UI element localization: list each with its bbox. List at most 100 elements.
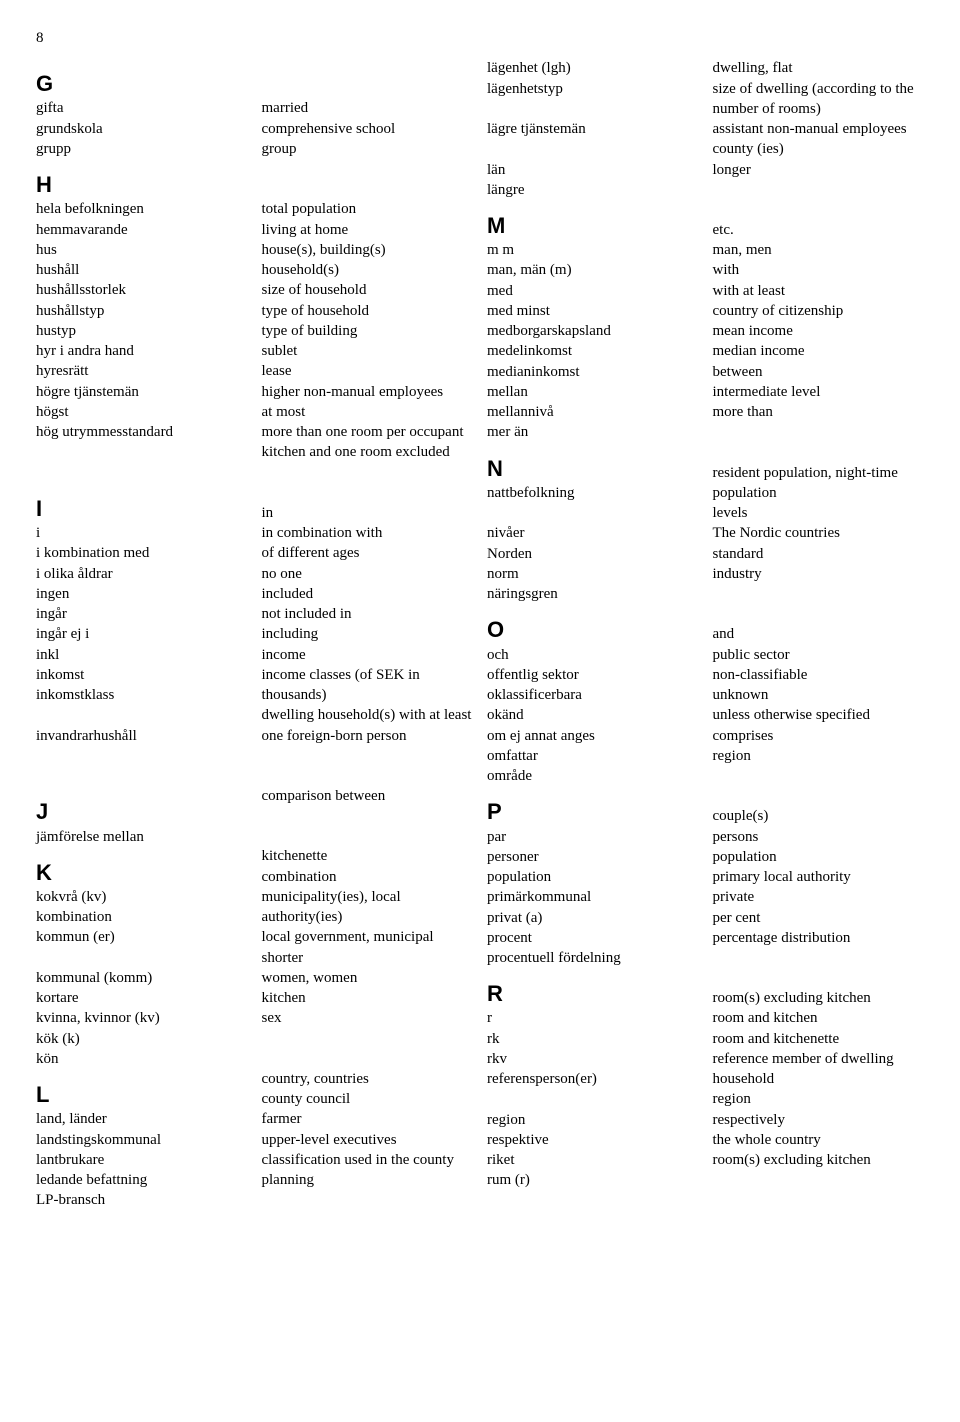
section-letter: H — [36, 173, 248, 197]
term-english: type of household — [262, 301, 474, 321]
term-english: comparison between — [262, 786, 474, 806]
term-english: size of household — [262, 280, 474, 300]
section-letter: K — [36, 861, 248, 885]
term-english: sublet — [262, 341, 474, 361]
term-english: total population — [262, 199, 474, 219]
term-english: and — [713, 624, 925, 644]
term-swedish: i olika åldrar — [36, 564, 248, 584]
term-swedish: region — [487, 1110, 699, 1130]
term-english: public sector — [713, 645, 925, 665]
term-english: upper-level executives — [262, 1130, 474, 1150]
term-english: standard — [713, 544, 925, 564]
term-swedish: kök (k) — [36, 1029, 248, 1049]
term-english: combination — [262, 867, 474, 887]
term-swedish: referensperson(er) — [487, 1069, 699, 1089]
section-letter: R — [487, 982, 699, 1006]
term-swedish: område — [487, 766, 699, 786]
term-english: kitchen — [262, 988, 474, 1008]
term-swedish: högre tjänstemän — [36, 382, 248, 402]
section-letter-spacer — [713, 436, 925, 460]
term-swedish: population — [487, 867, 699, 887]
section-letter: O — [487, 618, 699, 642]
term-swedish: inkl — [36, 645, 248, 665]
term-english: no one — [262, 564, 474, 584]
term-swedish: inkomst — [36, 665, 248, 685]
term-swedish: kombination — [36, 907, 248, 927]
term-swedish: kommunal (komm) — [36, 968, 248, 988]
term-english: type of building — [262, 321, 474, 341]
section-letter-spacer — [262, 760, 474, 784]
section-letter-spacer — [262, 1043, 474, 1067]
term-english: municipality(ies), local authority(ies) — [262, 887, 474, 928]
term-swedish: man, män (m) — [487, 260, 699, 280]
term-english: not included in — [262, 604, 474, 624]
term-swedish: oklassificerbara — [487, 685, 699, 705]
term-english: percentage distribution — [713, 928, 925, 948]
term-swedish: land, länder — [36, 1109, 248, 1129]
term-english: income — [262, 645, 474, 665]
term-swedish: högst — [36, 402, 248, 422]
align-spacer — [36, 705, 248, 725]
term-english: room and kitchenette — [713, 1029, 925, 1049]
term-swedish: hushåll — [36, 260, 248, 280]
term-swedish: kommun (er) — [36, 927, 248, 947]
term-swedish: omfattar — [487, 746, 699, 766]
term-english: persons — [713, 827, 925, 847]
term-english: county (ies) — [713, 139, 925, 159]
term-english: etc. — [713, 220, 925, 240]
term-english: including — [262, 624, 474, 644]
term-swedish: och — [487, 645, 699, 665]
term-swedish: grundskola — [36, 119, 248, 139]
section-letter-spacer — [262, 173, 474, 197]
term-swedish: hög utrymmesstandard — [36, 422, 248, 442]
term-swedish: näringsgren — [487, 584, 699, 604]
col-english-left: marriedcomprehensive schoolgroup total p… — [262, 58, 474, 1231]
term-swedish: personer — [487, 847, 699, 867]
term-english: lease — [262, 361, 474, 381]
term-english: dwelling, flat — [713, 58, 925, 78]
term-swedish: kvinna, kvinnor (kv) — [36, 1008, 248, 1028]
term-english: industry — [713, 564, 925, 584]
section-letter: I — [36, 497, 248, 521]
term-swedish: hemmavarande — [36, 220, 248, 240]
term-english: intermediate level — [713, 382, 925, 402]
align-spacer — [36, 442, 248, 462]
term-swedish: m m — [487, 240, 699, 260]
term-swedish: procentuell fördelning — [487, 948, 699, 968]
term-english: house(s), building(s) — [262, 240, 474, 260]
term-english: county council — [262, 1089, 474, 1109]
term-swedish: ledande befattning — [36, 1170, 248, 1190]
term-swedish: ingen — [36, 584, 248, 604]
term-english: respectively — [713, 1110, 925, 1130]
term-english: living at home — [262, 220, 474, 240]
term-english: assistant non-manual employees — [713, 119, 925, 139]
term-swedish: procent — [487, 928, 699, 948]
glossary-columns: GgiftagrundskolagruppHhela befolkningenh… — [36, 58, 924, 1231]
align-spacer — [36, 948, 248, 968]
term-english: unknown — [713, 685, 925, 705]
term-swedish: med — [487, 281, 699, 301]
align-spacer — [36, 1211, 248, 1231]
term-swedish: kokvrå (kv) — [36, 887, 248, 907]
section-letter-spacer — [713, 962, 925, 986]
term-english: household(s) — [262, 260, 474, 280]
term-english: median income — [713, 341, 925, 361]
term-english: married — [262, 98, 474, 118]
term-swedish: mellannivå — [487, 402, 699, 422]
term-english: in combination with — [262, 523, 474, 543]
term-english: shorter — [262, 948, 474, 968]
term-swedish: medelinkomst — [487, 341, 699, 361]
section-letter-spacer — [262, 72, 474, 96]
term-swedish: mellan — [487, 382, 699, 402]
term-english: man, men — [713, 240, 925, 260]
term-swedish: hushållstyp — [36, 301, 248, 321]
term-swedish: mer än — [487, 422, 699, 442]
align-spacer — [36, 463, 248, 483]
term-english: sex — [262, 1008, 474, 1028]
term-english: in — [262, 503, 474, 523]
section-letter: N — [487, 457, 699, 481]
term-english: region — [713, 1089, 925, 1109]
term-swedish: i kombination med — [36, 543, 248, 563]
term-english: unless otherwise specified — [713, 705, 925, 725]
term-swedish: längre — [487, 180, 699, 200]
